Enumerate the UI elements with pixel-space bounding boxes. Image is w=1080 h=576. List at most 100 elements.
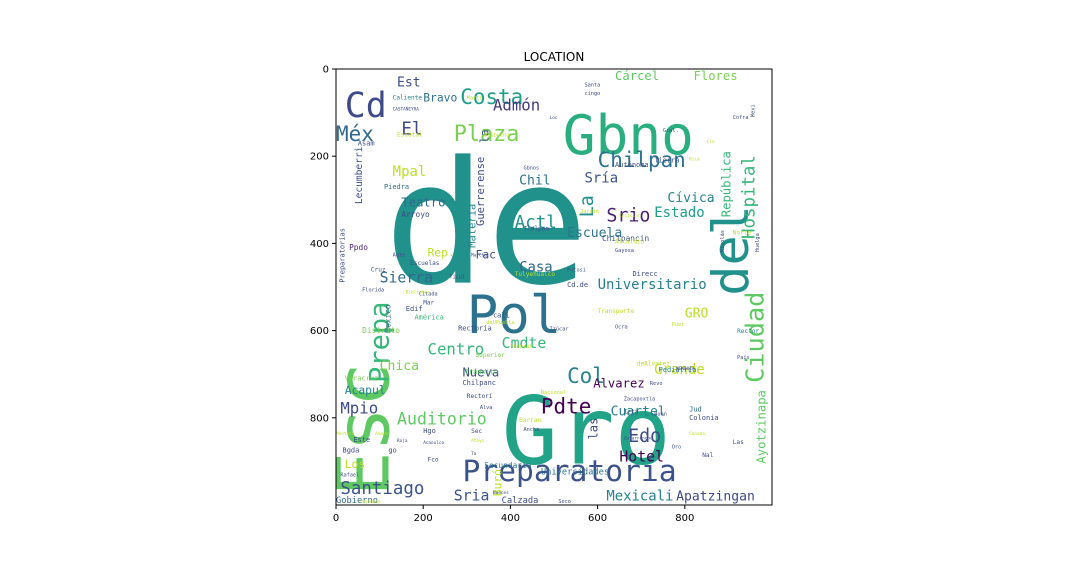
word-gral-: Gral. [663,128,679,134]
word-piedra: Piedra [384,183,409,191]
word-rafael: Rafael [340,473,359,479]
word-srio: Srio [606,206,650,227]
word-admón: Admón [493,95,540,114]
word-cívica: Cívica [667,191,714,206]
word-república: República [720,151,734,217]
y-tick-label: 600 [310,326,329,337]
word-canada: Canada [689,431,705,437]
y-tick-label: 400 [310,239,329,250]
word-mar: Mar [423,299,434,306]
word-chilpanc: Chilpanc [462,379,496,387]
word-cofra: Cofra [733,115,749,121]
word-escuelas: Escuelas [410,260,440,267]
word-chil: Chil [519,174,551,189]
word-nacional: Nacional [541,390,566,396]
word-escuela: Escuela [567,226,622,241]
word-layer: de Gro Esc Gbno Pol del Preparatoria Prepa Costa… [320,69,769,506]
word-est: Est [397,75,421,90]
word-asam: Asam [358,139,375,147]
word-ocra: Ocra [615,324,628,330]
word-alvarez: Alvarez [593,376,644,390]
word-grande: Grande [654,362,704,378]
word-materia: Materia [467,204,479,248]
word-méx: Méx [336,122,374,146]
word-mendoza: MENDOZA [676,366,695,372]
word-preparatorias: Preparatorias [339,228,347,283]
word-la: la [478,129,492,143]
word-norte: Norte [733,230,752,237]
word-gbno: Gbno [563,103,694,167]
word-las: las [587,418,601,440]
word-chica: Chica [380,359,419,374]
word-cruz: Cruz [371,267,386,274]
word-las: Las [733,439,744,446]
word-mexicali: Mexicali [606,489,673,505]
word-jardín: Jardín [580,208,599,215]
word-caliente: Caliente [393,95,423,102]
word-puer: Puer [672,322,685,328]
y-tick-label: 800 [310,413,329,424]
word-roja: Roja [397,438,408,444]
word-américa: América [414,314,443,322]
word-revo: Revo [650,381,663,387]
word-nal: Nal [702,452,713,459]
word-lla: Lla [707,139,715,145]
word-guerrerense: Guerrerense [475,157,487,226]
word-huelga: Huelga [755,233,761,252]
word-universitario: Universitario [598,277,707,293]
x-tick-label: 800 [675,513,694,524]
axes-frame [335,68,773,506]
word-lecumberri: Lecumberri [354,146,365,204]
word-edo: Edo [628,426,661,447]
word-tlalpan: Tlalpan [523,225,549,232]
word-bibliotec: Bibliotec [406,290,430,296]
word-marcha: Marcha [471,252,487,258]
word-go: go [388,447,396,455]
word-amaro: Amaro [375,431,388,437]
word-cmdte: Cmdte [502,335,547,352]
word-gro: GRO [685,307,709,322]
word-potosi: Potosi [567,268,586,274]
word-pediatria: Pediatria [659,366,697,374]
word-cuartel: Cuartel [611,405,666,420]
word-nicolás: Nicolás [719,230,726,252]
word-cd-de: Cd.de [567,281,588,289]
word-atoyc: Atoyc [471,438,484,444]
word-calzada: Calzada [502,496,539,506]
word-gbnos: Gbnos [523,165,539,171]
word-costa: Costa [460,85,523,109]
word-apatzingan: Apatzingan [676,490,755,505]
word-auditorio: Auditorio [397,409,487,428]
word-mexico: Mexico [384,304,393,333]
word-teatro: Teatro [401,195,445,209]
word-jud: Jud [689,405,702,413]
word-pdte: Pdte [541,394,591,418]
word-el: El [401,119,422,139]
word-nueva: Nueva [462,365,499,379]
word-acapul: Acapul [345,383,386,397]
word-transporte: Transporte [598,308,635,315]
word-esc: Esc [320,362,406,496]
word-ta: Ta [471,451,477,457]
word-cali: cali [493,312,510,320]
word-mpal: Mpal [393,164,427,180]
word-barran: Barran [519,417,541,424]
x-tick-label: 200 [414,513,433,524]
word-buen: Buen [654,412,667,418]
word-estado: Estado [654,205,704,221]
word-universidades: Universidades [541,467,609,477]
word-bgda: Bgda [343,447,360,455]
word-castañeyra: CASTAÑEYRA [393,105,420,112]
word-cárcel: Cárcel [615,69,659,83]
word-veracruz: Veracruz [345,375,379,383]
word-rep-: Rep. [428,245,455,259]
word-rectorí: Rectorí [467,392,493,400]
x-tick-label: 0 [333,513,339,524]
word-agte: Agte [393,252,406,258]
x-tick-label: 600 [588,513,607,524]
word-ppdo: Ppdo [349,243,368,252]
word-izta: Izta [624,408,639,415]
word-zacapoxtla: Zacapoxtla [624,396,655,402]
word-rica: Rica [689,157,700,163]
